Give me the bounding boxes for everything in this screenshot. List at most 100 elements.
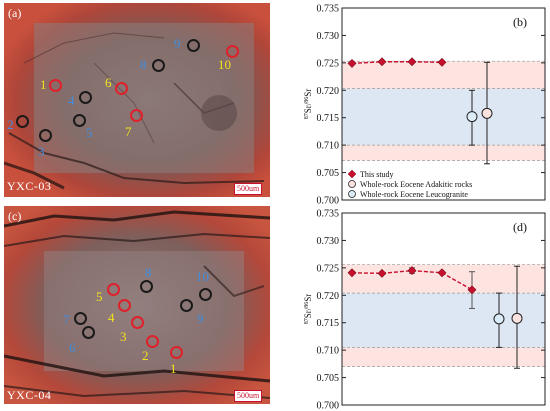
analysis-spot-number: 5: [96, 289, 103, 304]
legend-label: Whole-rock Eocene Leucogranite: [360, 190, 468, 199]
analysis-spot-circle: [170, 346, 183, 359]
panel-label-c: (c): [8, 209, 22, 223]
data-point-circle: [466, 111, 478, 123]
analysis-spot-number: 5: [86, 125, 93, 140]
analysis-spot-number: 10: [196, 269, 209, 284]
y-tick-label: 0.720: [317, 86, 340, 97]
y-tick-label: 0.725: [317, 58, 340, 69]
analysis-spot-number: 1: [40, 77, 47, 92]
analysis-spot-circle: [180, 299, 193, 312]
plot-frame: [341, 212, 546, 406]
micrograph-c: [4, 206, 270, 404]
analysis-spot-circle: [115, 82, 128, 95]
y-tick-label: 0.735: [317, 4, 340, 15]
analysis-spot-number: 2: [7, 117, 14, 132]
analysis-spot-circle: [140, 280, 153, 293]
data-point-diamond: [347, 268, 357, 278]
analysis-spot-circle: [187, 39, 200, 52]
legend-marker: [348, 180, 356, 188]
analysis-spot-number: 7: [125, 124, 132, 139]
legend-label: Whole-rock Eocene Adakitic rocks: [360, 180, 472, 189]
scale-bar-a: 500um: [234, 183, 263, 195]
y-tick-label: 0.705: [317, 168, 340, 179]
analysis-spot-number: 3: [38, 144, 45, 159]
analysis-spot-number: 6: [69, 340, 76, 355]
analysis-spot-circle: [146, 335, 159, 348]
data-point-diamond: [437, 268, 447, 278]
range-band: [342, 264, 545, 294]
analysis-spot-number: 4: [108, 310, 115, 325]
y-tick-label: 0.720: [317, 291, 340, 302]
panel-label: (b): [513, 15, 527, 29]
analysis-spot-circle: [118, 299, 131, 312]
analysis-spot-circle: [39, 129, 52, 142]
panel-label: (d): [513, 220, 527, 234]
micrograph-a-texture: [4, 3, 270, 197]
y-tick-label: 0.715: [317, 113, 340, 124]
sample-id-a: YXC-03: [7, 179, 52, 193]
chart-b: 0.700 0.705 0.710 0.715 0.720 0.725 0.730 0.735…: [303, 4, 546, 207]
series-line-this-study: [351, 61, 443, 65]
y-tick-label: 0.700: [317, 401, 340, 411]
chart-d: 0.700 0.705 0.710 0.715 0.720 0.725 0.730 0.735…: [303, 209, 546, 411]
data-point-diamond: [407, 266, 417, 276]
analysis-spot-number: 9: [197, 311, 204, 326]
data-point-diamond: [377, 57, 387, 67]
sample-id-c: YXC-04: [7, 388, 52, 402]
data-point-diamond: [347, 58, 357, 68]
data-point-diamond: [467, 285, 477, 295]
analysis-spot-number: 2: [142, 348, 149, 363]
analysis-spot-number: 7: [63, 312, 70, 327]
y-tick-label: 0.715: [317, 318, 340, 329]
range-band: [342, 293, 545, 348]
analysis-spot-number: 8: [145, 265, 152, 280]
y-axis-label: 87Sr/86Sr: [303, 294, 313, 325]
y-tick-label: 0.710: [317, 141, 340, 152]
scale-bar-c: 500um: [234, 390, 263, 402]
analysis-spot-circle: [199, 288, 212, 301]
y-tick-label: 0.710: [317, 346, 340, 357]
analysis-spot-number: 6: [105, 75, 112, 90]
data-point-circle: [511, 312, 523, 324]
analysis-spot-number: 4: [68, 93, 75, 108]
analysis-spot-circle: [152, 59, 165, 72]
range-band: [342, 347, 545, 367]
y-tick-label: 0.730: [317, 236, 340, 247]
y-axis-label: 87Sr/86Sr: [303, 89, 313, 120]
panel-label-a: (a): [8, 6, 22, 20]
analysis-spot-circle: [49, 79, 62, 92]
analysis-spot-circle: [226, 45, 239, 58]
analysis-spot-circle: [74, 312, 87, 325]
micrograph-c-texture: [4, 206, 270, 404]
data-point-diamond: [437, 57, 447, 67]
analysis-spot-number: 3: [120, 329, 127, 344]
analysis-spot-circle: [131, 316, 144, 329]
analysis-spot-circle: [73, 114, 86, 127]
legend-marker: [347, 169, 357, 179]
analysis-spot-circle: [107, 283, 120, 296]
data-point-diamond: [407, 57, 417, 67]
analysis-spot-number: 10: [218, 57, 231, 72]
data-point-diamond: [377, 268, 387, 278]
y-tick-label: 0.700: [317, 196, 340, 207]
y-tick-label: 0.705: [317, 373, 340, 384]
y-tick-label: 0.735: [317, 209, 340, 220]
analysis-spot-number: 1: [170, 361, 177, 376]
range-band: [342, 61, 545, 94]
analysis-spot-number: 9: [174, 36, 181, 51]
range-band: [342, 88, 545, 146]
data-point-circle: [493, 313, 505, 325]
y-tick-label: 0.725: [317, 263, 340, 274]
analysis-spot-circle: [79, 91, 92, 104]
analysis-spot-number: 8: [140, 57, 147, 72]
plot-frame: [341, 7, 546, 201]
range-band: [342, 145, 545, 161]
analysis-spot-circle: [16, 115, 29, 128]
y-tick-label: 0.730: [317, 31, 340, 42]
data-point-circle: [481, 107, 493, 119]
micrograph-a: [4, 3, 270, 197]
analysis-spot-circle: [82, 326, 95, 339]
legend-marker: [348, 190, 356, 198]
legend-label: This study: [360, 170, 394, 179]
analysis-spot-circle: [130, 109, 143, 122]
